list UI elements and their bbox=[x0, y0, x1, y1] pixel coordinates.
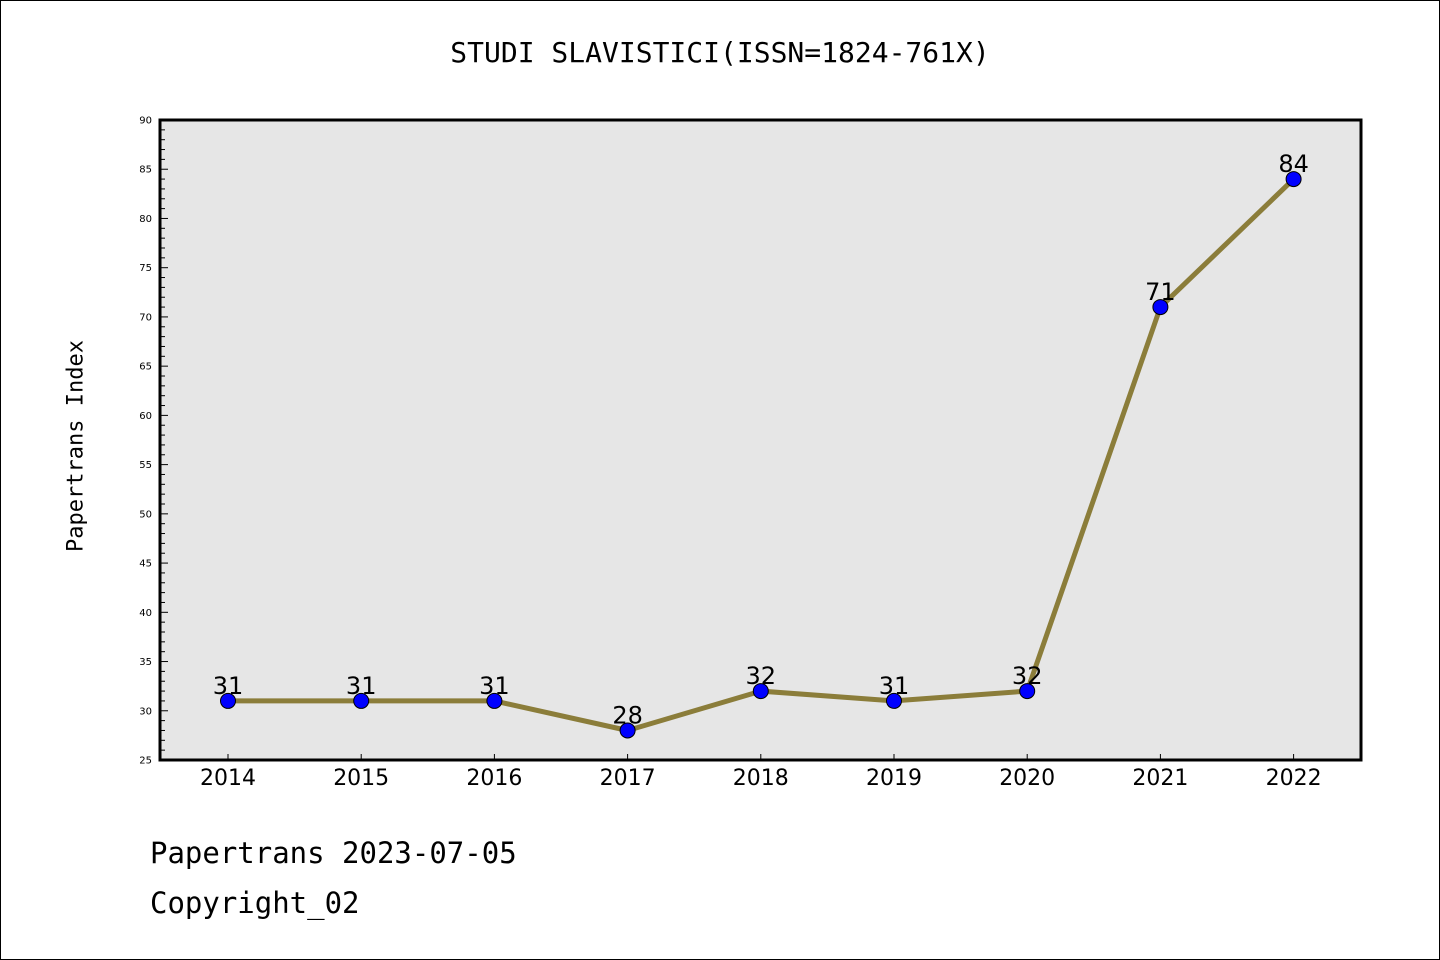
y-tick-label: 85 bbox=[139, 165, 152, 176]
data-point-marker bbox=[1152, 299, 1169, 316]
y-tick-label: 25 bbox=[139, 756, 152, 767]
data-label: 32 bbox=[746, 662, 777, 690]
y-tick-label: 60 bbox=[139, 411, 152, 422]
x-tick-label: 2021 bbox=[1132, 766, 1188, 791]
data-label: 32 bbox=[1012, 662, 1043, 690]
x-tick-label: 2015 bbox=[333, 766, 389, 791]
y-tick-label: 90 bbox=[139, 116, 152, 127]
data-label: 31 bbox=[479, 672, 510, 700]
data-point-marker bbox=[220, 692, 236, 709]
x-tick-label: 2017 bbox=[600, 766, 656, 791]
footer-copyright-text: Copyright_02 bbox=[150, 886, 360, 920]
chart-title: STUDI SLAVISTICI(ISSN=1824-761X) bbox=[450, 36, 990, 69]
y-tick-label: 30 bbox=[139, 706, 152, 717]
y-tick-label: 55 bbox=[139, 460, 152, 471]
y-tick-label: 45 bbox=[139, 559, 152, 570]
data-label: 31 bbox=[346, 672, 377, 700]
data-label: 31 bbox=[213, 672, 244, 700]
footer-date-text: Papertrans 2023-07-05 bbox=[150, 836, 517, 870]
data-label: 84 bbox=[1278, 150, 1309, 178]
plot-area-background bbox=[160, 120, 1361, 760]
data-point-marker bbox=[619, 722, 636, 739]
y-tick-label: 40 bbox=[139, 608, 152, 619]
y-tick-label: 70 bbox=[139, 312, 152, 323]
y-tick-label: 80 bbox=[139, 214, 152, 225]
y-tick-label: 35 bbox=[139, 657, 152, 668]
data-label: 31 bbox=[879, 672, 910, 700]
data-point-marker bbox=[1019, 683, 1036, 700]
data-point-marker bbox=[752, 683, 769, 700]
y-tick-label: 75 bbox=[139, 263, 152, 274]
data-point-marker bbox=[353, 692, 370, 709]
x-tick-label: 2019 bbox=[866, 766, 922, 791]
data-point-marker bbox=[1285, 171, 1302, 188]
plot-frame bbox=[158, 118, 1363, 762]
data-point-marker bbox=[486, 692, 503, 709]
data-label: 28 bbox=[612, 701, 643, 729]
x-tick-label: 2016 bbox=[466, 766, 522, 791]
y-tick-label: 50 bbox=[139, 509, 152, 520]
x-tick-label: 2014 bbox=[200, 766, 256, 791]
x-tick-label: 2018 bbox=[733, 766, 789, 791]
y-tick-label: 65 bbox=[139, 362, 152, 373]
data-point-marker bbox=[886, 692, 902, 709]
x-tick-label: 2022 bbox=[1266, 766, 1322, 791]
x-tick-label: 2020 bbox=[999, 766, 1055, 791]
data-label: 71 bbox=[1145, 278, 1176, 306]
